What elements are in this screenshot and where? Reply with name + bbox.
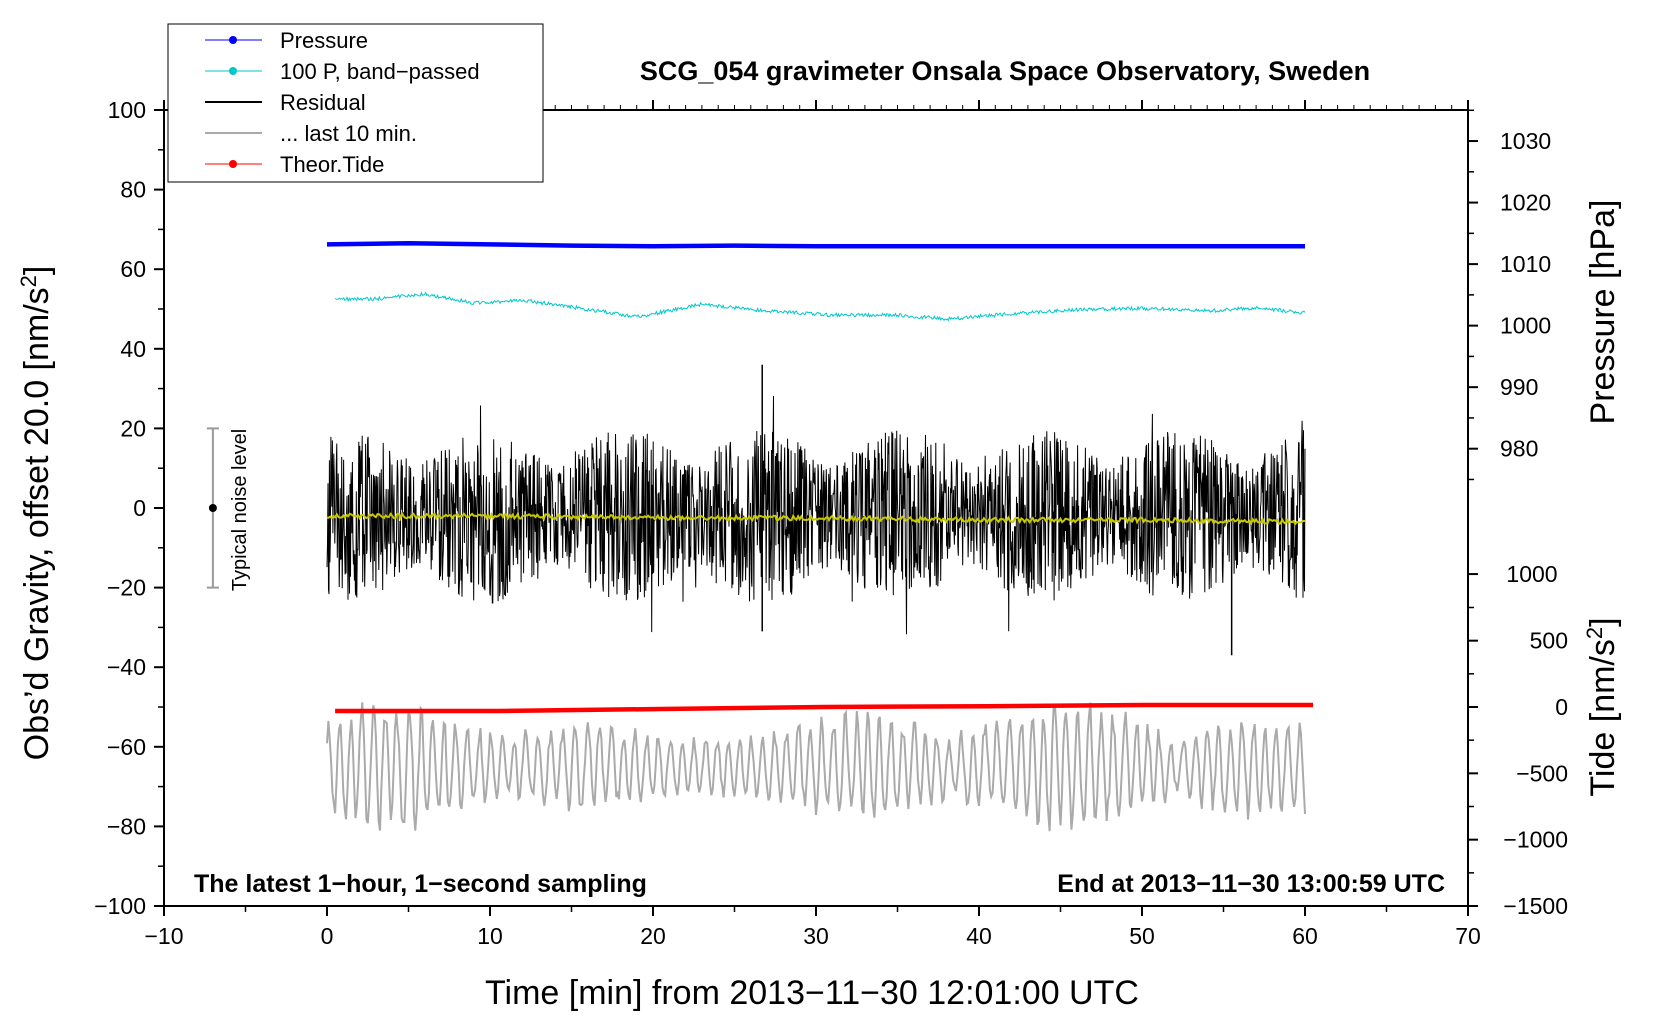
- tide-tick-label: 0: [1555, 694, 1568, 720]
- y-axis-left: 100 80 60 40 20 0 −20 −40 −60 −80 −100: [94, 97, 164, 919]
- pressure-tick-label: 1020: [1500, 190, 1551, 216]
- legend: Pressure 100 P, band−passed Residual ... la…: [167, 23, 544, 183]
- x-axis: −10 0 10 20 30 40 50 60 70: [144, 100, 1481, 949]
- y-label-tide-close: ]: [1584, 617, 1622, 626]
- legend-swatch-dot-1: [229, 67, 237, 75]
- y-tick-label: −100: [94, 893, 146, 919]
- legend-label-3: ... last 10 min.: [280, 121, 417, 146]
- y-tick-label: 100: [108, 97, 146, 123]
- annotation-bottom-left: The latest 1−hour, 1−second sampling: [194, 870, 647, 898]
- chart-title: SCG_054 gravimeter Onsala Space Observat…: [640, 56, 1370, 86]
- y-tick-label: −60: [107, 734, 146, 760]
- y-tick-label: 80: [120, 177, 146, 203]
- tide-tick-label: −500: [1516, 760, 1568, 786]
- pressure-tick-label: 990: [1500, 374, 1538, 400]
- y-axis-label-left: Obs’d Gravity, offset 20.0 [nm/s2]: [16, 266, 56, 761]
- annotation-bottom-right: End at 2013−11−30 13:00:59 UTC: [1057, 870, 1445, 898]
- y-tick-label: 0: [133, 495, 146, 521]
- y-label-left-main: Obs’d Gravity, offset 20.0 [nm/s: [18, 287, 56, 760]
- series-residual-smoothed-line: [326, 511, 1306, 526]
- series-last-10-min-line: [326, 702, 1306, 832]
- series-band-passed-line: [334, 291, 1306, 322]
- x-axis-label: Time [min] from 2013−11−30 12:01:00 UTC: [485, 974, 1139, 1012]
- y-tick-label: −80: [107, 813, 146, 839]
- x-tick-label: 70: [1455, 923, 1481, 949]
- legend-swatch-dot-0: [229, 36, 237, 44]
- x-tick-label: −10: [144, 923, 183, 949]
- y-label-left-close: ]: [18, 266, 56, 275]
- x-tick-label: 20: [640, 923, 666, 949]
- series-pressure-line: [326, 240, 1305, 249]
- pressure-tick-label: 1010: [1500, 251, 1551, 277]
- y-axis-label-tide: Tide [nm/s2]: [1582, 617, 1622, 796]
- y-axis-pressure: 1030 1020 1010 1000 990 980 1000: [1467, 109, 1558, 587]
- x-tick-label: 40: [966, 923, 992, 949]
- legend-label-2: Residual: [280, 90, 366, 115]
- x-tick-label: 30: [803, 923, 829, 949]
- series-layer: [326, 240, 1314, 832]
- tide-tick-label: 500: [1530, 628, 1568, 654]
- x-tick-label: 50: [1129, 923, 1155, 949]
- x-tick-label: 0: [321, 923, 334, 949]
- legend-label-1: 100 P, band−passed: [280, 59, 480, 84]
- x-tick-label: 60: [1292, 923, 1318, 949]
- legend-label-0: Pressure: [280, 28, 368, 53]
- x-tick-label: 10: [477, 923, 503, 949]
- series-residual-line: [326, 395, 1306, 635]
- y-tick-label: 60: [120, 256, 146, 282]
- noise-level-label: Typical noise level: [229, 429, 251, 591]
- y-label-tide-sup: 2: [1582, 627, 1607, 639]
- legend-swatch-dot-4: [229, 160, 237, 168]
- legend-label-4: Theor.Tide: [280, 152, 384, 177]
- pressure-tick-label: 1000: [1500, 313, 1551, 339]
- y-tick-label: 40: [120, 336, 146, 362]
- pressure-tick-label: 1030: [1500, 128, 1551, 154]
- noise-level-center-dot: [208, 504, 217, 512]
- tide-tick-label: −1500: [1503, 893, 1568, 919]
- series-tide-line: [335, 702, 1314, 714]
- pressure-lower-tick-label: 1000: [1506, 561, 1557, 587]
- y-label-left-sup: 2: [16, 275, 41, 287]
- y-label-tide-main: Tide [nm/s: [1584, 639, 1622, 796]
- tide-tick-label: −1000: [1503, 827, 1568, 853]
- y-tick-label: −20: [107, 575, 146, 601]
- y-axis-tide: 500 0 −500 −1000 −1500: [1468, 606, 1568, 919]
- y-axis-label-pressure: Pressure [hPa]: [1584, 200, 1622, 425]
- noise-level-indicator: [206, 427, 219, 589]
- y-tick-label: 20: [120, 415, 146, 441]
- pressure-tick-label: 980: [1500, 436, 1538, 462]
- y-tick-label: −40: [107, 654, 146, 680]
